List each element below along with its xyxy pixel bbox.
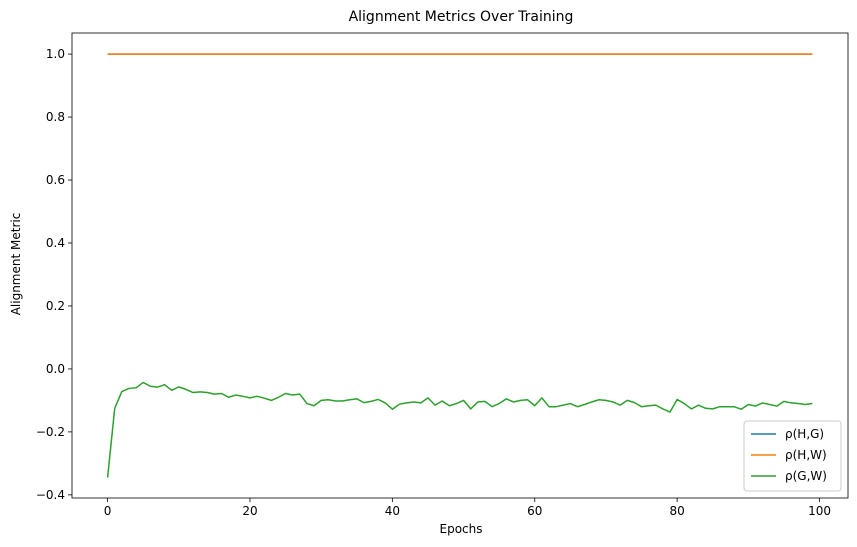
legend: ρ(H,G) ρ(H,W) ρ(G,W): [743, 420, 842, 492]
legend-label: ρ(H,W): [785, 448, 827, 462]
x-tick-label: 0: [104, 504, 112, 518]
x-tick-label: 40: [385, 504, 400, 518]
plot-area: [72, 33, 848, 498]
legend-label: ρ(H,G): [785, 427, 824, 441]
y-tick-label: 0.6: [46, 173, 65, 187]
chart-title: Alignment Metrics Over Training: [349, 9, 574, 25]
y-tick-label: 0.4: [46, 236, 65, 250]
x-tick-label: 80: [669, 504, 684, 518]
x-axis-label: Epochs: [440, 522, 483, 536]
series-line-2: [106, 381, 813, 478]
x-tick-label: 60: [527, 504, 542, 518]
y-tick-label: −0.4: [36, 488, 65, 502]
legend-label: ρ(G,W): [785, 469, 827, 483]
y-tick-label: 0.2: [46, 299, 65, 313]
legend-box: [743, 420, 842, 492]
y-tick-label: 0.0: [46, 362, 65, 376]
series-layer: [106, 53, 813, 478]
y-axis-label: Alignment Metric: [9, 213, 23, 316]
x-tick-label: 100: [808, 504, 831, 518]
y-tick-label: 0.8: [46, 110, 65, 124]
x-axis: 0 20 40 60 80 100: [104, 498, 831, 518]
y-axis: −0.4 −0.2 0.0 0.2 0.4 0.6 0.8 1.0: [36, 47, 72, 502]
y-tick-label: 1.0: [46, 47, 65, 61]
x-tick-label: 20: [242, 504, 257, 518]
y-tick-label: −0.2: [36, 425, 65, 439]
plot-frame: [71, 32, 849, 499]
